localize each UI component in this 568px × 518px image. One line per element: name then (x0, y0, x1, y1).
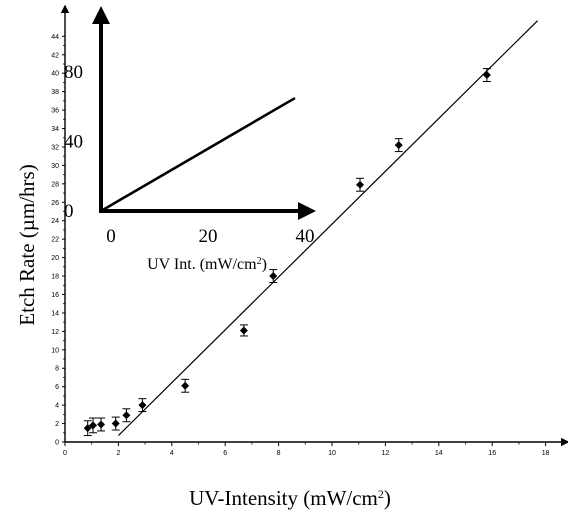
y-tick-label: 38 (51, 89, 59, 96)
inset-x-axis-title-superscript: 2 (257, 256, 262, 267)
y-tick-label: 12 (51, 329, 59, 336)
data-point (394, 141, 403, 150)
x-tick-label: 18 (542, 450, 550, 457)
y-tick-label: 20 (51, 255, 59, 262)
inset-x-axis-title-end: ) (262, 256, 267, 273)
y-tick-label: 30 (51, 163, 59, 170)
inset-x-tick-label: 20 (199, 226, 218, 247)
y-axis-title: Etch Rate (µm/hrs) (15, 164, 39, 325)
y-tick-label: 40 (51, 71, 59, 78)
data-point (181, 381, 190, 390)
y-tick-label: 4 (55, 403, 59, 410)
y-tick-label: 16 (51, 292, 59, 299)
y-tick-label: 8 (55, 366, 59, 373)
x-tick-group: 0 2 4 6 8 10 12 14 16 18 (63, 442, 550, 457)
x-tick-label: 0 (63, 450, 67, 457)
data-point (83, 424, 92, 433)
fit-line (117, 20, 539, 436)
x-tick-label: 2 (116, 450, 120, 457)
x-tick-label: 6 (223, 450, 227, 457)
x-tick-label: 14 (435, 450, 443, 457)
y-tick-label: 22 (51, 237, 59, 244)
data-point (482, 71, 491, 80)
data-point (239, 326, 248, 335)
y-tick-label: 10 (51, 347, 59, 354)
y-tick-label: 14 (51, 310, 59, 317)
inset-x-axis-title: UV Int. (mW/cm2) (147, 256, 267, 274)
x-tick-label: 10 (328, 450, 336, 457)
inset-x-axis-arrowhead (298, 202, 316, 220)
y-tick-label: 44 (51, 34, 59, 41)
x-tick-label: 16 (488, 450, 496, 457)
y-tick-label: 26 (51, 200, 59, 207)
y-tick-label: 36 (51, 108, 59, 115)
inset-x-tick-label: 40 (296, 226, 315, 247)
y-tick-label: 32 (51, 144, 59, 151)
y-tick-label: 28 (51, 181, 59, 188)
data-point (97, 420, 106, 429)
data-point (89, 421, 98, 430)
inset-x-tick-group: 0 20 40 (106, 226, 314, 247)
inset-chart: 0 40 80 0 20 40 UV Int. (mW/cm2) (64, 6, 316, 273)
inset-y-tick-label: 40 (64, 132, 83, 153)
main-axes: 0246810121416182022242628303234363840424… (51, 4, 568, 457)
x-axis-title: UV-Intensity (mW/cm2) (189, 486, 391, 510)
y-tick-label: 24 (51, 218, 59, 225)
x-axis-title-text: UV-Intensity (mW/cm (189, 486, 378, 510)
data-point (269, 272, 278, 281)
inset-x-axis-title-text: UV Int. (mW/cm (147, 256, 257, 273)
inset-y-tick-label: 80 (64, 62, 83, 83)
y-tick-label: 0 (55, 440, 59, 447)
inset-y-axis-arrowhead (92, 6, 110, 24)
inset-y-tick-group: 0 40 80 (64, 62, 83, 222)
data-point (138, 401, 147, 410)
y-tick-label: 18 (51, 274, 59, 281)
y-tick-label: 34 (51, 126, 59, 133)
data-point (111, 419, 120, 428)
inset-y-tick-label: 0 (64, 201, 74, 222)
y-tick-label: 6 (55, 384, 59, 391)
x-tick-label: 4 (170, 450, 174, 457)
x-tick-label: 12 (382, 450, 390, 457)
y-tick-label: 2 (55, 421, 59, 428)
inset-x-tick-label: 0 (106, 226, 116, 247)
inset-series-line (100, 96, 296, 213)
x-axis-title-end: ) (384, 486, 391, 510)
data-point-group (83, 68, 491, 437)
x-axis-title-superscript: 2 (378, 487, 384, 501)
y-tick-group: 0246810121416182022242628303234363840424… (51, 34, 65, 447)
x-tick-label: 8 (277, 450, 281, 457)
data-point (122, 411, 131, 420)
data-point (356, 180, 365, 189)
y-tick-label: 42 (51, 52, 59, 59)
